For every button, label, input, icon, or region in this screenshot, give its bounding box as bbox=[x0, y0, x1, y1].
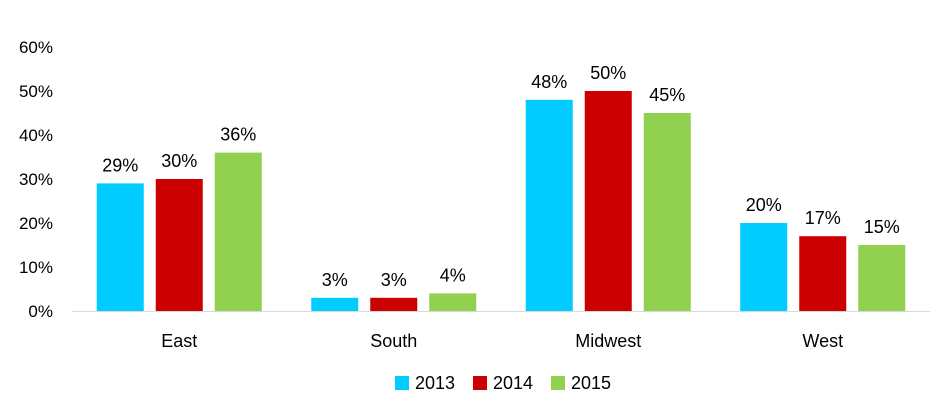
bar-south-2015 bbox=[429, 293, 477, 311]
y-tick-label: 50% bbox=[19, 82, 53, 101]
y-tick-label: 20% bbox=[19, 214, 53, 233]
data-label: 50% bbox=[590, 63, 626, 83]
data-label: 45% bbox=[649, 85, 685, 105]
bar-west-2015 bbox=[858, 245, 906, 311]
y-tick-label: 40% bbox=[19, 126, 53, 145]
data-label: 29% bbox=[102, 155, 138, 175]
data-label: 3% bbox=[322, 270, 348, 290]
legend-swatch-2013 bbox=[395, 376, 409, 390]
legend-label: 2013 bbox=[415, 373, 455, 393]
data-label: 48% bbox=[531, 72, 567, 92]
legend-swatch-2014 bbox=[473, 376, 487, 390]
category-label: South bbox=[370, 331, 417, 351]
bar-west-2014 bbox=[799, 236, 847, 311]
data-label: 15% bbox=[864, 217, 900, 237]
legend-label: 2015 bbox=[571, 373, 611, 393]
bar-south-2013 bbox=[311, 297, 359, 311]
category-label: Midwest bbox=[575, 331, 641, 351]
bar-south-2014 bbox=[370, 297, 418, 311]
category-label: East bbox=[161, 331, 197, 351]
y-tick-label: 30% bbox=[19, 170, 53, 189]
data-label: 30% bbox=[161, 151, 197, 171]
bar-east-2014 bbox=[155, 179, 203, 311]
data-labels: 29% 30% 36% 3% 3% 4% 48% 50% 45% 20% 17% 15% bbox=[102, 63, 900, 290]
bars bbox=[96, 91, 906, 311]
bar-midwest-2015 bbox=[643, 113, 691, 311]
x-axis: East South Midwest West bbox=[161, 331, 843, 351]
bar-midwest-2013 bbox=[525, 99, 573, 311]
y-axis: 0% 10% 20% 30% 40% 50% 60% bbox=[19, 38, 53, 321]
legend-label: 2014 bbox=[493, 373, 533, 393]
data-label: 17% bbox=[805, 208, 841, 228]
category-label: West bbox=[802, 331, 843, 351]
bar-east-2015 bbox=[214, 152, 262, 311]
legend: 2013 2014 2015 bbox=[395, 373, 611, 393]
bar-west-2013 bbox=[740, 223, 788, 311]
legend-swatch-2015 bbox=[551, 376, 565, 390]
bar-east-2013 bbox=[96, 183, 144, 311]
data-label: 4% bbox=[440, 265, 466, 285]
data-label: 36% bbox=[220, 125, 256, 145]
y-tick-label: 10% bbox=[19, 258, 53, 277]
data-label: 20% bbox=[746, 195, 782, 215]
y-tick-label: 60% bbox=[19, 38, 53, 57]
data-label: 3% bbox=[381, 270, 407, 290]
bar-midwest-2014 bbox=[584, 91, 632, 311]
y-tick-label: 0% bbox=[28, 302, 53, 321]
